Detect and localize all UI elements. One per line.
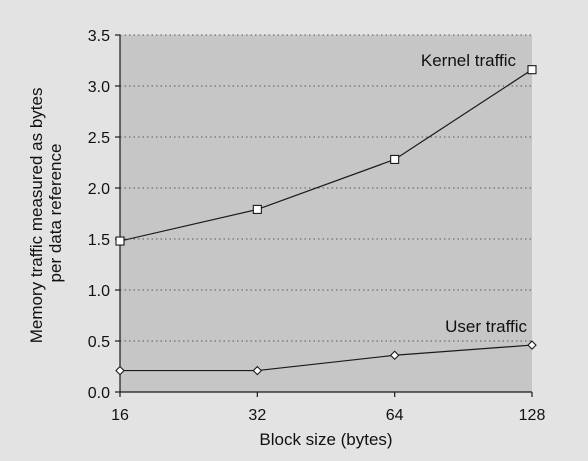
y-tick-label: 2.0 [88, 181, 110, 198]
user-traffic-line [120, 344, 533, 372]
y-tick-label: 1.5 [88, 232, 110, 249]
kernel-traffic-point [527, 65, 537, 75]
kernel-traffic-label: Kernel traffic [421, 51, 517, 70]
x-axis-title: Block size (bytes) [259, 430, 392, 449]
grid-lines [120, 34, 532, 342]
x-tick-label: 64 [386, 407, 404, 424]
y-tick-label: 0.0 [88, 385, 110, 402]
user-traffic-point [252, 365, 263, 376]
user-traffic-point [389, 350, 400, 361]
plot-area [120, 35, 532, 392]
axes [119, 35, 532, 393]
kernel-traffic-line [119, 69, 533, 242]
y-tick-label: 1.0 [88, 283, 110, 300]
x-tick-label: 128 [519, 407, 546, 424]
kernel-traffic-point [252, 204, 262, 214]
x-tick-labels: 16 32 64 128 [111, 392, 545, 424]
y-tick-label: 3.5 [88, 28, 110, 45]
kernel-traffic-point [115, 236, 125, 246]
user-traffic-label: User traffic [445, 317, 527, 336]
x-tick-label: 32 [248, 407, 266, 424]
y-tick-label: 3.0 [88, 79, 110, 96]
user-traffic-point [115, 365, 125, 376]
y-axis-title-line-1: Memory traffic measured as bytes [27, 88, 46, 344]
series-lines [119, 69, 533, 372]
y-axis-title: Memory traffic measured as bytes per dat… [27, 83, 65, 343]
kernel-traffic-point [390, 154, 400, 164]
y-tick-labels: 0.0 0.5 1.0 1.5 2.0 2.5 3.0 3.5 [88, 28, 120, 402]
user-traffic-point [527, 340, 537, 350]
x-tick-label: 16 [111, 407, 129, 424]
y-tick-label: 0.5 [88, 334, 110, 351]
series-markers [115, 65, 537, 376]
y-axis-title-line-2: per data reference [46, 144, 65, 283]
y-tick-label: 2.5 [88, 130, 110, 147]
